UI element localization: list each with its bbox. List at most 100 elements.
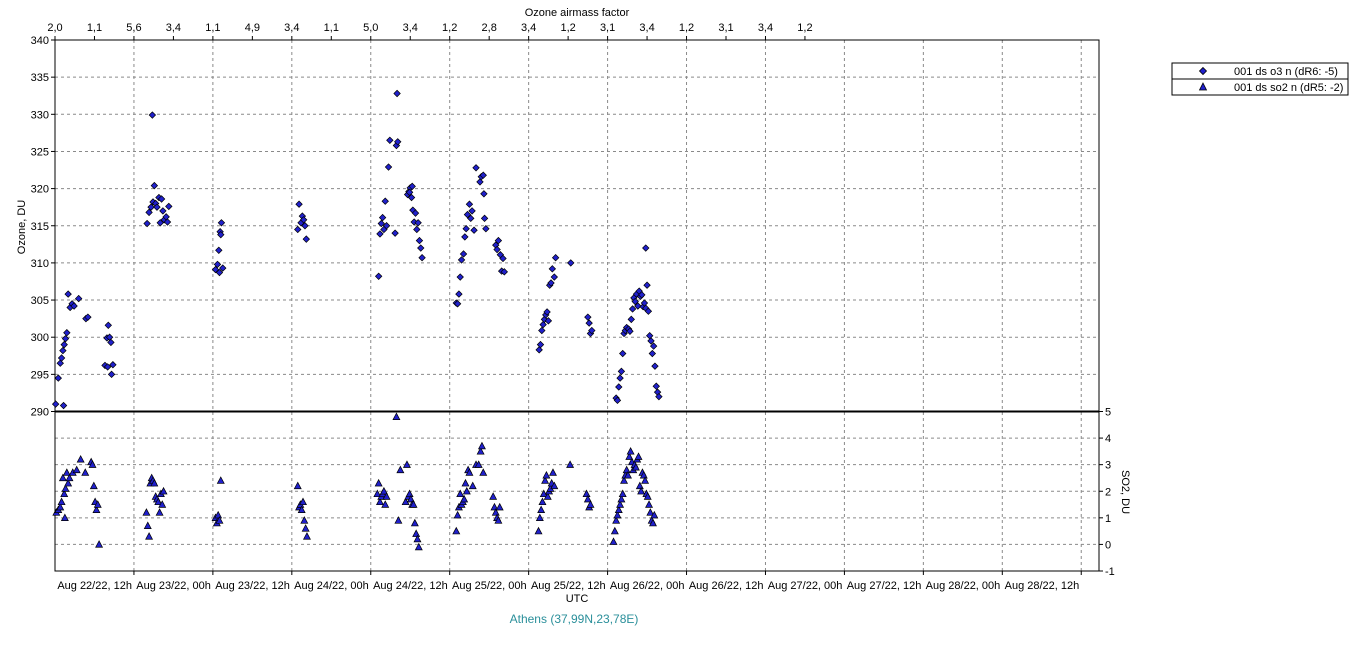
ozone-point <box>382 222 391 230</box>
top-tick-label: 1,1 <box>205 22 220 34</box>
so2-tick-label: 2 <box>1105 486 1111 498</box>
ozone-point <box>217 230 225 239</box>
ozone-point <box>500 268 509 276</box>
ozone-tick-label: 325 <box>31 146 49 158</box>
so2-point <box>58 473 67 482</box>
so2-point <box>616 500 625 508</box>
so2-point <box>150 478 159 487</box>
ozone-point <box>642 244 650 252</box>
top-tick-label: 1,2 <box>679 22 694 34</box>
so2-point <box>489 492 498 500</box>
ozone-point <box>548 265 557 273</box>
ozone-point <box>470 226 478 234</box>
legend-triangle-marker <box>1198 82 1208 91</box>
ozone-point <box>61 334 70 343</box>
ozone-point <box>493 245 501 254</box>
ozone-point <box>165 202 173 211</box>
top-tick-label: 1,2 <box>560 22 575 34</box>
so2-point <box>535 513 544 521</box>
so2-point <box>626 447 635 455</box>
ozone-point <box>163 218 172 226</box>
ozone-point <box>551 254 560 262</box>
top-tick-label: 3,1 <box>718 22 733 34</box>
ozone-point <box>64 290 72 298</box>
ozone-point <box>461 233 469 241</box>
so2-point <box>215 516 224 524</box>
so2-point <box>566 460 575 468</box>
so2-point <box>60 489 69 498</box>
ozone-point <box>652 382 660 390</box>
ozone-point <box>294 225 302 234</box>
ozone-point <box>628 305 637 313</box>
ozone-point <box>394 138 402 146</box>
so2-point <box>537 505 546 514</box>
so2-point <box>613 510 622 519</box>
so2-point <box>495 502 504 511</box>
so2-tick-label: 1 <box>1105 513 1111 525</box>
so2-point <box>635 481 644 490</box>
so2-point <box>414 542 423 551</box>
grid <box>55 40 1099 571</box>
ozone-point <box>648 349 657 358</box>
x-axis: Aug 22/22, 12h Aug 23/22, 00h Aug 23/22, 1… <box>57 571 1082 592</box>
ozone-point <box>74 294 83 303</box>
x-tick-label: Aug 26/22, 12h <box>689 580 764 592</box>
ozone-point <box>457 256 466 264</box>
so2-point <box>477 441 486 450</box>
plot-frame <box>54 39 1100 572</box>
ozone-point <box>588 326 596 335</box>
ozone-point <box>147 203 155 211</box>
ozone-tick-label: 310 <box>31 258 49 270</box>
so2-point <box>637 486 646 495</box>
top-tick-label: 4,9 <box>245 22 260 34</box>
so2-point <box>154 497 163 506</box>
ozone-point <box>644 307 653 315</box>
ozone-point <box>585 319 593 327</box>
so2-tick-label: 0 <box>1105 539 1111 551</box>
so2-point <box>214 510 223 519</box>
ozone-point <box>211 265 220 274</box>
so2-point <box>468 481 477 490</box>
x-tick-label: Aug 28/22, 12h <box>1005 580 1080 592</box>
ozone-point <box>467 214 475 223</box>
ozone-point <box>157 195 166 203</box>
ozone-point <box>150 181 159 190</box>
top-axis: 2,0 1,1 5,6 3,4 1,1 4,9 3,4 1,1 5,0 3,4 1,2 2,8 3,4 1… <box>47 22 813 40</box>
so2-point <box>641 476 650 484</box>
ozone-point <box>456 273 464 281</box>
so2-point <box>142 508 151 516</box>
so2-point <box>461 478 470 487</box>
so2-point <box>474 460 483 468</box>
so2-point <box>65 473 74 482</box>
so2-tick-label: -1 <box>1105 566 1115 578</box>
so2-point <box>614 505 623 514</box>
ozone-point <box>156 219 164 227</box>
ozone-point <box>465 200 474 208</box>
ozone-point <box>63 329 71 337</box>
top-tick-label: 1,2 <box>442 22 457 34</box>
ozone-point <box>627 315 635 324</box>
x-axis-label: UTC <box>566 593 589 605</box>
so2-point <box>379 486 388 495</box>
so2-point <box>93 500 102 508</box>
top-tick-label: 3,4 <box>403 22 418 34</box>
ozone-point <box>143 219 151 228</box>
legend-label-so2: 001 ds so2 n (dR5: -2) <box>1234 82 1343 94</box>
so2-point <box>583 494 592 503</box>
ozone-point <box>59 346 67 355</box>
so2-point <box>494 516 503 524</box>
so2-tick-label: 4 <box>1105 433 1111 445</box>
ozone-point <box>60 340 68 349</box>
so2-point <box>216 476 225 484</box>
so2-point <box>453 510 462 519</box>
so2-point <box>586 500 595 508</box>
so2-point <box>643 492 652 500</box>
ozone-point <box>543 308 551 316</box>
so2-tick-label: 3 <box>1105 460 1111 472</box>
so2-point <box>631 462 640 471</box>
so2-point <box>394 516 403 524</box>
ozone-point <box>638 291 646 299</box>
so2-point <box>582 489 591 498</box>
ozone-point <box>626 327 634 335</box>
ozone-point <box>468 207 476 215</box>
